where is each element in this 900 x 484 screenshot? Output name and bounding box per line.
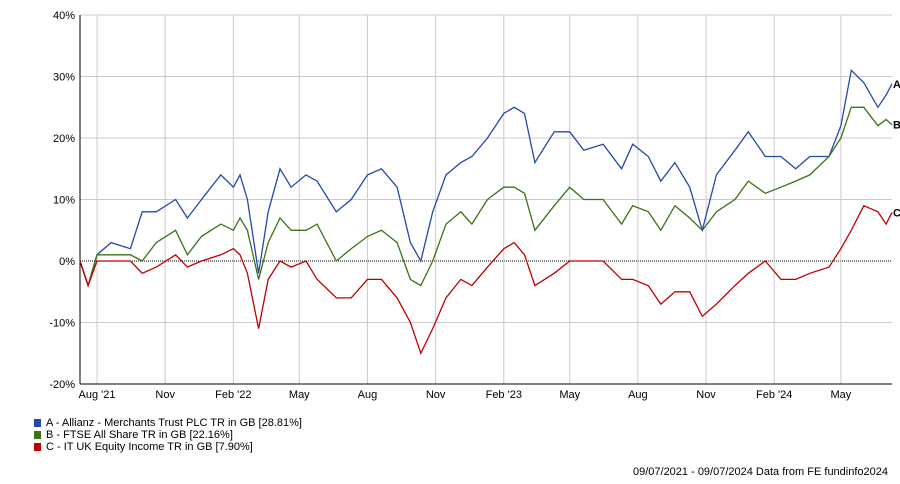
x-tick-label: Nov: [426, 389, 446, 401]
y-tick-label: 30%: [53, 72, 75, 84]
x-tick-label: May: [830, 389, 851, 401]
legend-swatch: [34, 419, 41, 427]
legend-item-a: A - Allianz - Merchants Trust PLC TR in …: [34, 417, 302, 429]
series-line-c: [79, 204, 893, 356]
y-tick-label: 10%: [53, 195, 75, 207]
series-end-label: B: [893, 120, 900, 132]
legend-swatch: [34, 431, 41, 439]
y-tick-label: 20%: [53, 133, 75, 145]
x-tick-label: Feb '23: [486, 389, 522, 401]
x-tick-label: Aug: [628, 389, 648, 401]
legend-label: C - IT UK Equity Income TR in GB [7.90%]: [46, 441, 253, 453]
y-tick-label: -20%: [49, 379, 75, 391]
x-tick-label: Feb '22: [215, 389, 251, 401]
legend: A - Allianz - Merchants Trust PLC TR in …: [34, 417, 302, 453]
date-range-footer: 09/07/2021 - 09/07/2024 Data from FE fun…: [632, 466, 888, 478]
y-tick-label: 40%: [53, 10, 75, 22]
x-tick-label: May: [289, 389, 310, 401]
legend-swatch: [34, 443, 41, 451]
x-tick-label: May: [559, 389, 580, 401]
series-line-b: [79, 106, 893, 288]
x-tick-label: Aug '21: [79, 389, 116, 401]
legend-label: B - FTSE All Share TR in GB [22.16%]: [46, 429, 233, 441]
x-tick-label: Nov: [696, 389, 716, 401]
series-end-label: A: [893, 79, 900, 91]
x-tick-label: Feb '24: [756, 389, 792, 401]
y-tick-label: 0%: [59, 256, 75, 268]
x-tick-label: Aug: [358, 389, 378, 401]
legend-item-b: B - FTSE All Share TR in GB [22.16%]: [34, 429, 302, 441]
series-line-a: [79, 68, 893, 288]
legend-label: A - Allianz - Merchants Trust PLC TR in …: [46, 417, 302, 429]
legend-item-c: C - IT UK Equity Income TR in GB [7.90%]: [34, 441, 302, 453]
series-end-label: C: [893, 207, 900, 219]
line-chart: 40% 30% 20% 10% 0% -10% -20% Aug '21 Nov Feb '22 M…: [49, 10, 900, 401]
y-tick-label: -10%: [49, 318, 75, 330]
x-tick-label: Nov: [155, 389, 175, 401]
